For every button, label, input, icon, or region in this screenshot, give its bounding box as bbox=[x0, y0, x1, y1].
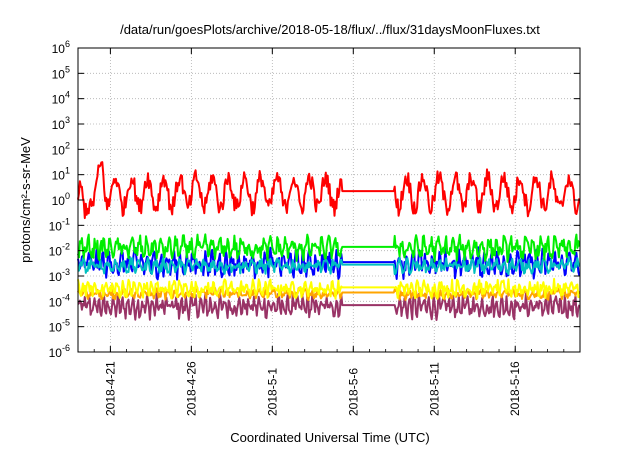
y-axis-label: protons/cm²-s-sr-MeV bbox=[18, 137, 33, 263]
y-tick-label: 10-2 bbox=[49, 242, 70, 259]
x-tick-label: 2018-5-16 bbox=[508, 361, 522, 416]
x-axis-ticks: 2018-4-21 2018-4-26 2018-5-1 2018-5-6 2018-5… bbox=[93, 48, 565, 416]
x-tick-label: 2018-4-21 bbox=[103, 361, 117, 416]
x-tick-label: 2018-5-1 bbox=[265, 368, 279, 416]
y-tick-label: 101 bbox=[52, 166, 70, 183]
chart-title: /data/run/goesPlots/archive/2018-05-18/f… bbox=[120, 22, 540, 37]
y-tick-label: 10-6 bbox=[49, 343, 70, 360]
y-tick-label: 105 bbox=[52, 64, 70, 81]
y-tick-label: 10-4 bbox=[49, 292, 70, 309]
y-tick-label: 100 bbox=[52, 191, 70, 208]
series-line bbox=[77, 161, 581, 220]
y-tick-label: 103 bbox=[52, 115, 70, 132]
y-tick-label: 10-1 bbox=[49, 216, 70, 233]
data-series bbox=[77, 161, 581, 321]
y-tick-label: 102 bbox=[52, 140, 70, 157]
y-axis-ticks: 10-6 10-5 10-4 10-3 10-2 10-1 100 101 102 103 104 1… bbox=[49, 39, 580, 360]
x-tick-label: 2018-5-6 bbox=[346, 368, 360, 416]
x-tick-label: 2018-5-11 bbox=[427, 362, 441, 416]
y-tick-label: 10-5 bbox=[49, 318, 70, 335]
y-tick-label: 104 bbox=[52, 90, 70, 107]
series-line bbox=[77, 292, 581, 321]
y-tick-label: 10-3 bbox=[49, 267, 70, 284]
series-line bbox=[77, 233, 581, 263]
series-line bbox=[77, 256, 581, 276]
y-tick-label: 106 bbox=[52, 39, 70, 56]
series-line bbox=[77, 277, 580, 300]
x-tick-label: 2018-4-26 bbox=[184, 361, 198, 416]
x-axis-label: Coordinated Universal Time (UTC) bbox=[230, 430, 429, 445]
